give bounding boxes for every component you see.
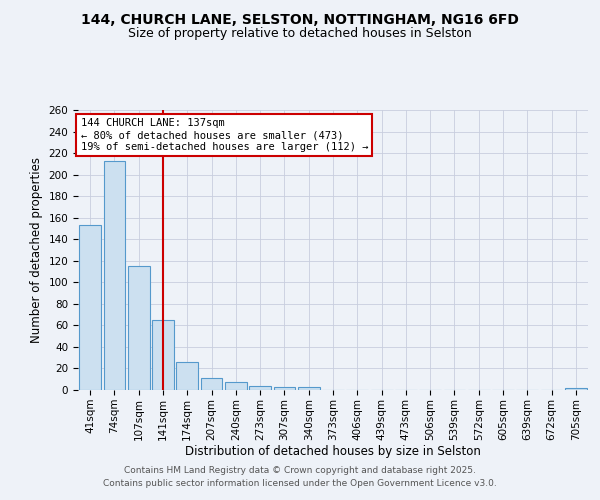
Bar: [200, 378, 223, 390]
Y-axis label: Number of detached properties: Number of detached properties: [30, 157, 43, 343]
Bar: [298, 387, 320, 390]
Text: 144, CHURCH LANE, SELSTON, NOTTINGHAM, NG16 6FD: 144, CHURCH LANE, SELSTON, NOTTINGHAM, N…: [81, 12, 519, 26]
Bar: [104, 160, 125, 390]
Bar: [225, 382, 247, 390]
Bar: [79, 225, 101, 390]
Bar: [274, 387, 295, 390]
X-axis label: Distribution of detached houses by size in Selston: Distribution of detached houses by size …: [185, 446, 481, 458]
Bar: [249, 386, 271, 390]
Bar: [565, 388, 587, 390]
Bar: [176, 362, 198, 390]
Bar: [152, 320, 174, 390]
Text: 144 CHURCH LANE: 137sqm
← 80% of detached houses are smaller (473)
19% of semi-d: 144 CHURCH LANE: 137sqm ← 80% of detache…: [80, 118, 368, 152]
Text: Contains HM Land Registry data © Crown copyright and database right 2025.
Contai: Contains HM Land Registry data © Crown c…: [103, 466, 497, 487]
Text: Size of property relative to detached houses in Selston: Size of property relative to detached ho…: [128, 28, 472, 40]
Bar: [128, 266, 149, 390]
